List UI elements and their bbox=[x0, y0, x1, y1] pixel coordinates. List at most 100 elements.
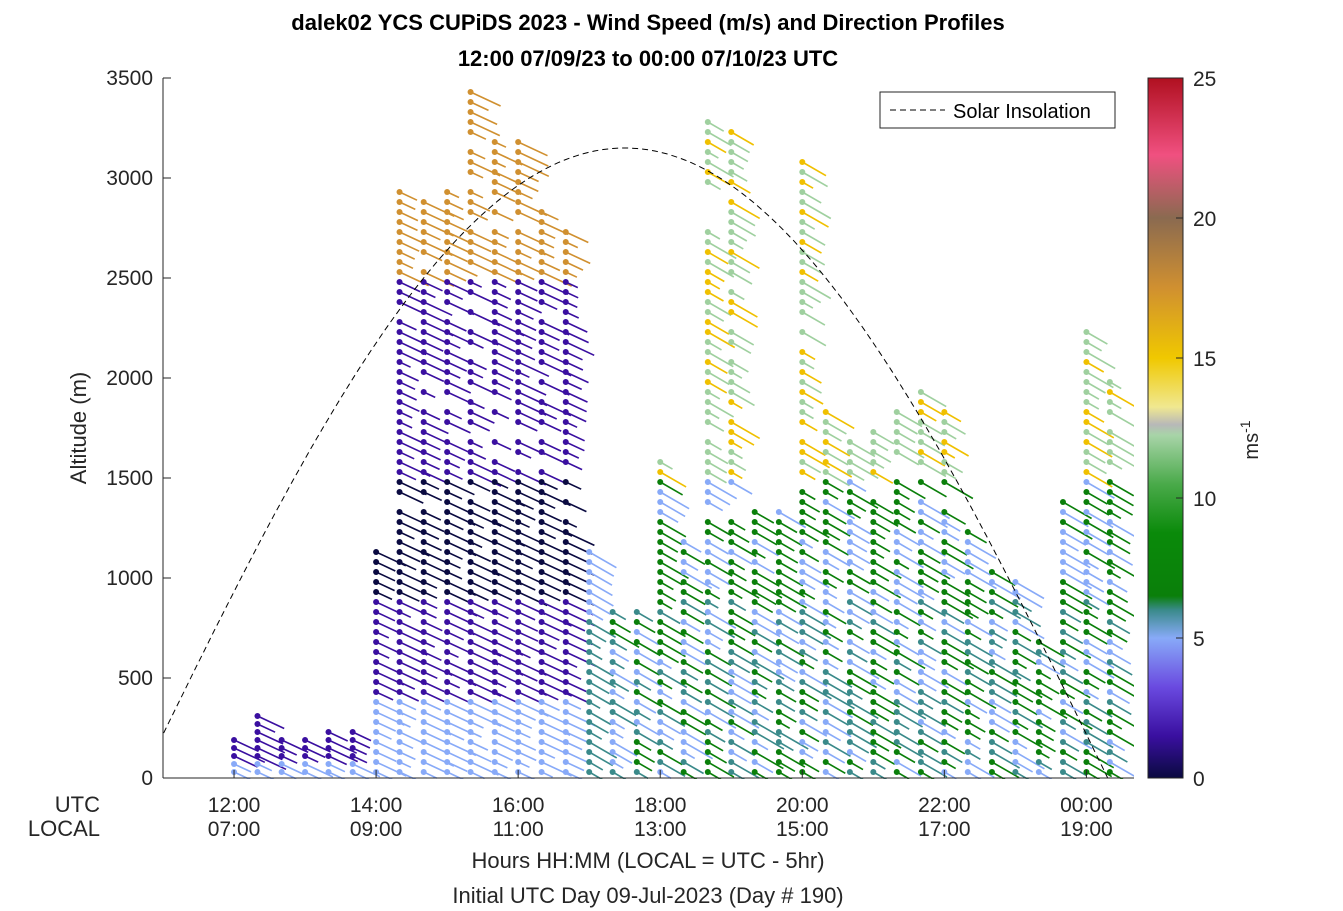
wind-point bbox=[515, 339, 522, 345]
wind-barb bbox=[612, 621, 632, 634]
wind-barb bbox=[446, 481, 475, 496]
wind-barb bbox=[730, 541, 757, 558]
wind-point bbox=[396, 599, 403, 605]
wind-barb bbox=[517, 321, 537, 332]
wind-point bbox=[467, 199, 474, 205]
wind-point bbox=[941, 519, 948, 525]
wind-point bbox=[917, 569, 924, 575]
wind-point bbox=[751, 619, 758, 625]
wind-point bbox=[893, 409, 900, 415]
wind-barb bbox=[801, 281, 832, 300]
wind-point bbox=[373, 609, 380, 615]
wind-point bbox=[1106, 529, 1113, 535]
wind-point bbox=[562, 339, 569, 345]
wind-barb bbox=[801, 331, 827, 347]
wind-barb bbox=[446, 351, 471, 364]
wind-barb bbox=[754, 731, 785, 750]
wind-point bbox=[562, 409, 569, 415]
wind-point bbox=[491, 149, 498, 155]
wind-point bbox=[870, 509, 877, 515]
wind-point bbox=[586, 739, 593, 745]
wind-point bbox=[941, 649, 948, 655]
wind-barb bbox=[825, 741, 851, 757]
wind-point bbox=[538, 209, 545, 215]
wind-point bbox=[941, 729, 948, 735]
wind-point bbox=[964, 589, 971, 595]
wind-barb bbox=[257, 723, 276, 733]
wind-point bbox=[1083, 509, 1090, 515]
wind-barb bbox=[730, 481, 753, 495]
wind-point bbox=[964, 729, 971, 735]
wind-point bbox=[704, 749, 711, 755]
wind-point bbox=[751, 529, 758, 535]
wind-barb bbox=[943, 591, 970, 608]
wind-point bbox=[799, 729, 806, 735]
wind-point bbox=[538, 249, 545, 255]
wind-barb bbox=[778, 761, 796, 772]
wind-point bbox=[467, 569, 474, 575]
wind-point bbox=[704, 349, 711, 355]
wind-barb bbox=[612, 711, 638, 727]
wind-point bbox=[846, 579, 853, 585]
wind-point bbox=[491, 559, 498, 565]
wind-point bbox=[1106, 649, 1113, 655]
wind-point bbox=[846, 479, 853, 485]
wind-barb bbox=[896, 411, 923, 428]
wind-point bbox=[1106, 729, 1113, 735]
wind-point bbox=[396, 439, 403, 445]
wind-barb bbox=[399, 351, 425, 365]
wind-point bbox=[491, 529, 498, 535]
wind-barb bbox=[872, 591, 890, 602]
wind-barb bbox=[423, 441, 441, 451]
wind-barb bbox=[825, 761, 846, 774]
wind-point bbox=[586, 679, 593, 685]
wind-point bbox=[515, 499, 522, 505]
wind-barb bbox=[1109, 771, 1124, 779]
wind-point bbox=[444, 619, 451, 625]
wind-point bbox=[420, 719, 427, 725]
wind-point bbox=[1059, 649, 1066, 655]
wind-point bbox=[1012, 649, 1019, 655]
wind-point bbox=[728, 639, 735, 645]
wind-point bbox=[941, 439, 948, 445]
wind-point bbox=[704, 129, 711, 135]
wind-barb bbox=[1014, 751, 1045, 770]
wind-barb bbox=[1086, 521, 1114, 539]
wind-barb bbox=[1062, 761, 1088, 777]
wind-point bbox=[988, 649, 995, 655]
wind-point bbox=[538, 709, 545, 715]
wind-point bbox=[870, 569, 877, 575]
wind-barb bbox=[446, 441, 469, 453]
wind-point bbox=[1106, 759, 1113, 765]
wind-point bbox=[941, 719, 948, 725]
wind-point bbox=[1059, 709, 1066, 715]
wind-point bbox=[562, 769, 569, 775]
wind-barb bbox=[801, 571, 830, 589]
wind-point bbox=[396, 589, 403, 595]
wind-point bbox=[917, 499, 924, 505]
wind-point bbox=[893, 429, 900, 435]
wind-point bbox=[799, 689, 806, 695]
wind-barb bbox=[1109, 491, 1134, 507]
wind-point bbox=[373, 549, 380, 555]
wind-point bbox=[515, 659, 522, 665]
wind-point bbox=[491, 319, 498, 325]
wind-barb bbox=[375, 751, 397, 763]
wind-point bbox=[515, 399, 522, 405]
wind-point bbox=[775, 579, 782, 585]
wind-barb bbox=[399, 771, 417, 779]
wind-point bbox=[562, 519, 569, 525]
wind-point bbox=[1083, 629, 1090, 635]
wind-point bbox=[562, 399, 569, 405]
wind-barb bbox=[896, 691, 919, 706]
wind-barb bbox=[849, 771, 864, 779]
wind-barb bbox=[423, 621, 443, 632]
wind-barb bbox=[659, 491, 690, 510]
wind-point bbox=[420, 359, 427, 365]
wind-point bbox=[704, 719, 711, 725]
wind-point bbox=[751, 749, 758, 755]
wind-point bbox=[893, 599, 900, 605]
wind-point bbox=[728, 549, 735, 555]
wind-point bbox=[420, 409, 427, 415]
wind-barb bbox=[730, 271, 753, 285]
